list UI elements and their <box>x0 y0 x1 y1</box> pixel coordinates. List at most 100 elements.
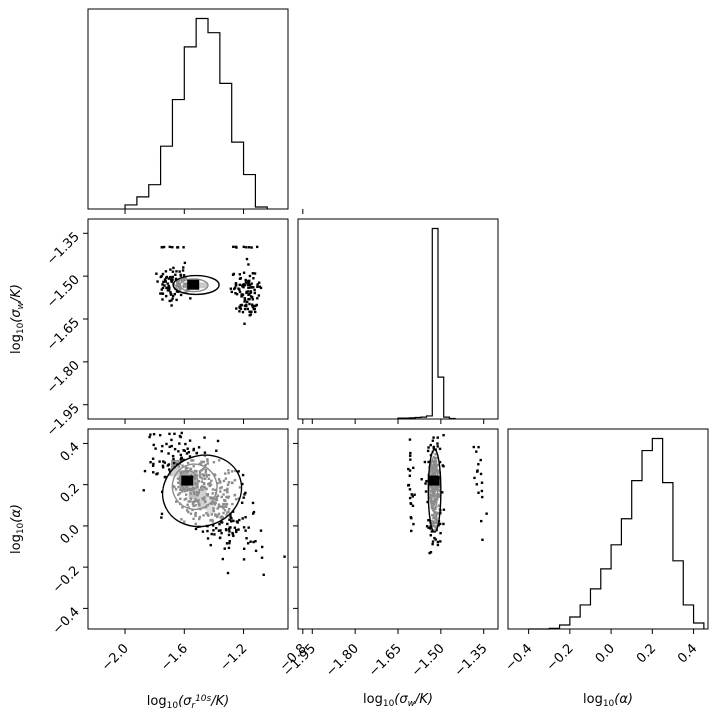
panel-r-a-point <box>230 517 233 520</box>
hist-sigma-r <box>124 17 268 209</box>
panel-r-a-point <box>185 452 189 455</box>
panel-w-a-point <box>411 504 415 508</box>
panel-r-a-point <box>206 529 209 533</box>
panel-r-a-point <box>225 542 229 545</box>
xlabel-sigma-r-part: r <box>191 701 196 711</box>
panel-r-a-point <box>244 529 247 532</box>
panel-r-a-point <box>242 526 246 529</box>
panel-r-a-point <box>246 542 250 545</box>
panel-frame <box>297 218 499 420</box>
ylabel-sigma-w-part: w <box>16 301 26 309</box>
panel-r-a-point <box>241 517 244 520</box>
panel-r-a-point <box>247 526 250 529</box>
panel-r-a-point <box>226 571 230 575</box>
panel-r-w-point <box>235 292 239 296</box>
panel-w-a-point <box>436 540 440 544</box>
panel-w-a-point <box>439 531 442 535</box>
panel-r-w-point <box>166 286 170 290</box>
ylabel-alpha-part: 10 <box>16 522 26 534</box>
panel-r-w-point <box>253 291 257 295</box>
panel-r-w-point <box>168 288 171 291</box>
panel-r-a-point <box>170 444 173 448</box>
panel-r-a-contour <box>161 454 243 528</box>
panel-r-a-point <box>183 449 186 453</box>
panel-r-a-point <box>180 431 183 435</box>
panel-r-w-point <box>252 286 255 289</box>
panel-r-w-point <box>162 245 166 249</box>
panel-w-a-point <box>429 551 433 554</box>
panel-r-w-point <box>169 275 172 279</box>
panel-r-w-point <box>238 288 241 291</box>
panel-r-w-point <box>248 279 251 283</box>
panel-r-a-point <box>244 515 247 519</box>
y-tick-label: −1.35 <box>44 230 83 269</box>
panel-w-a-point <box>412 466 415 470</box>
panel-w-a-point <box>427 519 430 522</box>
panel-r-w-point <box>254 310 257 314</box>
panel-r-w-point <box>234 245 238 249</box>
panel-r-a-point <box>170 438 173 442</box>
panel-r-w-point <box>250 282 253 285</box>
panel-w-a-point <box>436 442 439 445</box>
panel-r-w-point <box>242 245 245 249</box>
panel-r-w-point <box>156 280 159 283</box>
panel-r-w-point <box>161 292 165 295</box>
panel-w-a-point <box>477 491 480 494</box>
panel-r-w-point <box>240 303 243 307</box>
panel-w-a-point <box>427 460 430 464</box>
panel-w-a-point <box>424 490 428 493</box>
panel-r-a-point <box>212 529 215 532</box>
panel-r-w-point <box>175 298 178 302</box>
panel-r-a-point <box>228 540 231 543</box>
panel-w-a-point <box>420 478 423 481</box>
panel-r-a-point <box>148 435 151 439</box>
panel-r-w-point <box>247 286 250 289</box>
panel-r-w-point <box>238 277 242 280</box>
panel-r-w-point <box>233 287 236 291</box>
panel-r-a-point <box>237 528 240 531</box>
panel-r-w-point <box>231 273 235 276</box>
panel-w-a-point <box>432 445 435 449</box>
panel-w-a-point <box>480 519 483 523</box>
xlabel-alpha-part: log <box>583 692 603 707</box>
panel-r-w-point <box>248 314 251 317</box>
panel-r-w-point <box>247 290 250 293</box>
panel-r-w-point <box>241 285 244 288</box>
panel-r-a-point <box>158 433 162 437</box>
panel-w-a-point <box>425 479 428 483</box>
xlabel-alpha-part: 10 <box>603 699 615 709</box>
panel-r-w-point <box>161 286 165 290</box>
panel-w-a-point <box>442 508 446 511</box>
panel-w-a-point <box>429 443 432 447</box>
panel-r-w-point <box>175 270 178 273</box>
x-tick-label: −1.2 <box>217 641 250 674</box>
panel-r-a-point <box>228 526 231 529</box>
panel-r-w-point <box>177 290 180 294</box>
panel-r-a-point <box>244 491 247 495</box>
xlabel-sigma-w-part: log <box>363 692 383 707</box>
panel-w-a-point <box>425 525 429 528</box>
panel-r-w-point <box>171 294 175 298</box>
panel-w-a-point <box>479 472 483 476</box>
panel-r-w-point <box>243 297 247 300</box>
panel-r-a-point <box>210 532 213 536</box>
panel-r-w-point <box>245 303 248 307</box>
y-tick-label: 0.0 <box>58 522 83 547</box>
panel-w-a-point <box>431 540 435 543</box>
ylabel-alpha-part: (α) <box>9 504 24 523</box>
panel-r-w-point <box>239 307 243 310</box>
panel-r-w-point <box>246 307 250 311</box>
xlabel-alpha-part: (α) <box>614 692 633 707</box>
panel-r-w-point <box>245 246 248 249</box>
panel-r-w-point <box>243 322 246 325</box>
panel-r-a-point <box>235 520 239 523</box>
panel-w-a-point <box>438 460 442 464</box>
xlabel-sigma-r-part: /K) <box>210 694 229 709</box>
panel-r-a-point <box>160 512 164 516</box>
panel-r-w-point <box>247 246 251 249</box>
panel-w-a-point <box>423 460 427 464</box>
panel-r-w-point <box>243 307 247 311</box>
panel-r-a-point <box>161 444 164 448</box>
panel-r-a-point <box>223 547 226 550</box>
panel-r-a-point <box>251 512 255 515</box>
